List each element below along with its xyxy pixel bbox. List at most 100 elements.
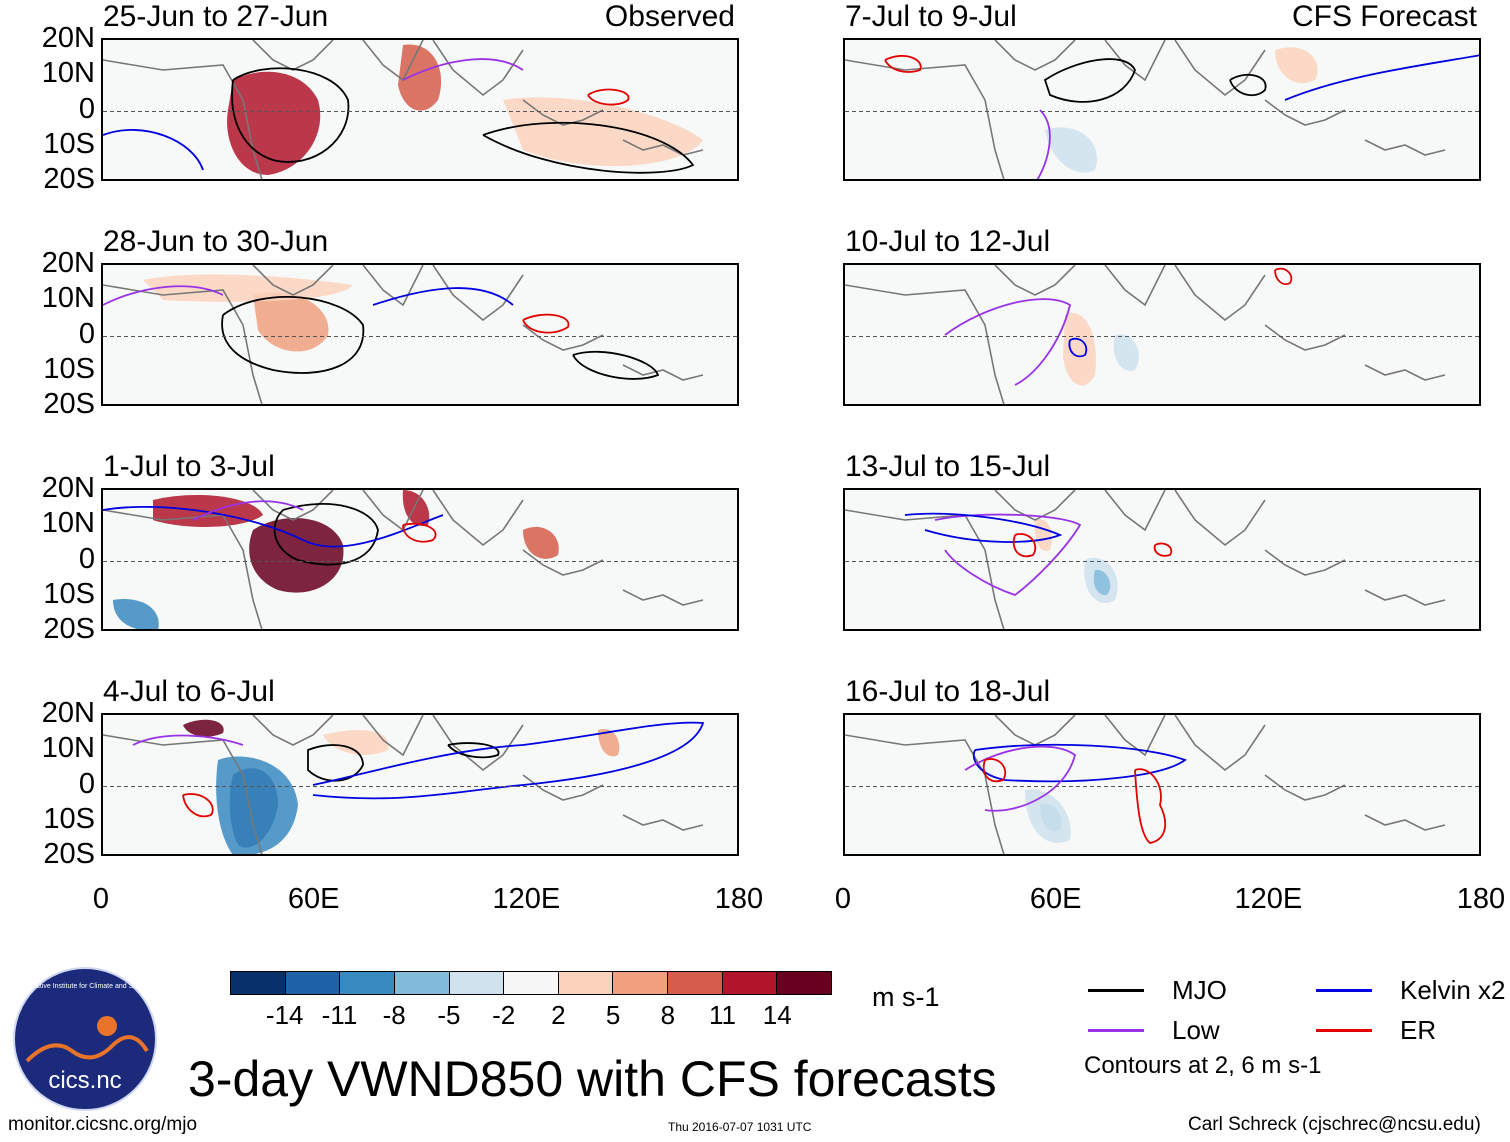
panel-tag: Observed: [604, 0, 735, 33]
wave-contour: [964, 745, 1077, 812]
colorbar-label: -14: [265, 1000, 304, 1030]
wave-contour: [482, 121, 695, 174]
panel-title: 4-Jul to 6-Jul: [103, 675, 275, 708]
panel-title: 25-Jun to 27-Jun: [103, 0, 329, 33]
map-panel: [101, 713, 739, 856]
wave-contour: [447, 742, 500, 759]
wave-contour: [1153, 542, 1173, 557]
lat-label: 10S: [43, 352, 95, 385]
coastline: [252, 715, 334, 746]
colorbar-label: 5: [605, 1000, 621, 1030]
colorbar-swatch: [285, 972, 341, 994]
map-graphics: [103, 40, 737, 179]
lat-label: 0: [78, 542, 95, 575]
panel-title: 16-Jul to 18-Jul: [845, 675, 1051, 708]
wave-contour: [972, 743, 1187, 783]
wave-contour: [132, 734, 244, 746]
coastline: [622, 589, 704, 606]
coastline: [1364, 364, 1446, 381]
wave-contour: [1134, 768, 1167, 844]
lat-label: 10S: [43, 802, 95, 835]
colorbar-swatch: [777, 972, 832, 994]
anomaly-shading: [1045, 127, 1097, 173]
coastline: [1104, 715, 1166, 757]
colorbar-label: 8: [660, 1000, 676, 1030]
wave-contour: [192, 500, 304, 521]
wave-contour: [231, 67, 350, 163]
panel-title: 10-Jul to 12-Jul: [845, 225, 1051, 258]
anomaly-shading: [1113, 334, 1139, 371]
anomaly-shading: [1093, 569, 1111, 596]
lon-label: 180: [1456, 883, 1506, 915]
colorbar-label: -8: [382, 1000, 406, 1030]
legend-label: Kelvin x2: [1400, 975, 1506, 1005]
lat-label: 20S: [43, 388, 95, 420]
anomaly-shading: [1063, 313, 1096, 386]
wave-contour: [307, 744, 364, 782]
lat-label: 0: [78, 92, 95, 125]
coastline: [622, 814, 704, 831]
lat-label: 10S: [43, 127, 95, 160]
coastline: [845, 284, 1005, 404]
lon-label: 60E: [1029, 883, 1082, 915]
wave-contour: [402, 58, 524, 81]
panel-title: 13-Jul to 15-Jul: [845, 450, 1051, 483]
coastline: [1364, 139, 1446, 156]
lat-label: 10N: [41, 732, 95, 765]
source-link[interactable]: monitor.cicsnc.org/mjo: [8, 1114, 198, 1135]
svg-text:cics.nc: cics.nc: [48, 1067, 121, 1094]
coastline: [432, 40, 524, 97]
anomaly-shading: [227, 71, 321, 175]
colorbar-swatch: [668, 972, 723, 994]
anomaly-shading: [1034, 519, 1052, 551]
coastline: [432, 265, 524, 322]
coastline: [1174, 265, 1266, 322]
wave-contour: [372, 287, 514, 306]
wave-contour: [402, 522, 437, 543]
map-panel: [843, 713, 1481, 856]
colorbar: [230, 971, 832, 995]
wave-contour: [982, 758, 1007, 783]
wave-contour: [103, 285, 224, 306]
colorbar-swatch: [449, 972, 505, 994]
coastline: [1364, 814, 1446, 831]
legend-label: ER: [1400, 1015, 1437, 1045]
panel-title: 7-Jul to 9-Jul: [845, 0, 1017, 33]
anomaly-shading: [402, 490, 430, 526]
panel-title: 28-Jun to 30-Jun: [103, 225, 329, 258]
lon-label: 180: [714, 883, 764, 915]
coastline: [994, 490, 1076, 521]
coastline: [994, 715, 1076, 746]
map-panel: [843, 38, 1481, 181]
colorbar-swatch: [394, 972, 450, 994]
coastline: [103, 284, 263, 404]
coastline: [252, 40, 334, 71]
coastline: [845, 59, 1005, 179]
timestamp: Thu 2016-07-07 1031 UTC: [668, 1120, 812, 1134]
map-graphics: [845, 715, 1479, 854]
panel-title: 1-Jul to 3-Jul: [103, 450, 275, 483]
contour-note: Contours at 2, 6 m s-1: [1084, 1052, 1322, 1079]
coastline: [1264, 324, 1346, 351]
coastline: [845, 509, 1005, 629]
anomaly-shading: [216, 756, 298, 854]
coastline: [252, 265, 334, 296]
colorbar-units: m s-1: [872, 982, 940, 1012]
map-panel: [101, 488, 739, 631]
wave-contour: [182, 793, 214, 818]
coastline: [1174, 715, 1266, 772]
coastline: [362, 265, 424, 307]
coastline: [1104, 490, 1166, 532]
wave-contour: [103, 129, 204, 171]
colorbar-label: 11: [709, 1000, 737, 1030]
coastline: [845, 734, 1005, 854]
lat-label: 10N: [41, 507, 95, 540]
anomaly-shading: [113, 599, 159, 629]
coastline: [522, 324, 604, 351]
colorbar-swatch: [613, 972, 669, 994]
wave-contour: [1012, 533, 1037, 558]
coastline: [103, 509, 263, 629]
map-graphics: [845, 40, 1479, 179]
cicsnc-logo: Cooperative Institute for Climate and Sa…: [12, 966, 158, 1112]
